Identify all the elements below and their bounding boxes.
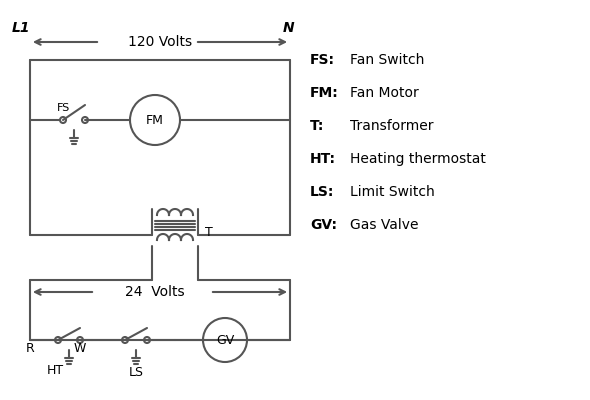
Text: W: W	[74, 342, 86, 354]
Text: T: T	[205, 226, 213, 238]
Text: Heating thermostat: Heating thermostat	[350, 152, 486, 166]
Text: GV: GV	[216, 334, 234, 346]
Text: Transformer: Transformer	[350, 119, 434, 133]
Text: 24  Volts: 24 Volts	[125, 285, 185, 299]
Text: GV:: GV:	[310, 218, 337, 232]
Text: LS: LS	[129, 366, 143, 378]
Text: FM: FM	[146, 114, 164, 126]
Text: R: R	[25, 342, 34, 354]
Text: T:: T:	[310, 119, 324, 133]
Text: LS:: LS:	[310, 185, 335, 199]
Text: Limit Switch: Limit Switch	[350, 185, 435, 199]
Text: N: N	[283, 21, 294, 35]
Text: L1: L1	[12, 21, 31, 35]
Text: 120 Volts: 120 Volts	[128, 35, 192, 49]
Text: FM:: FM:	[310, 86, 339, 100]
Text: FS: FS	[57, 103, 70, 113]
Text: Gas Valve: Gas Valve	[350, 218, 418, 232]
Text: HT: HT	[47, 364, 64, 376]
Text: HT:: HT:	[310, 152, 336, 166]
Text: FS:: FS:	[310, 53, 335, 67]
Text: Fan Motor: Fan Motor	[350, 86, 419, 100]
Text: Fan Switch: Fan Switch	[350, 53, 424, 67]
